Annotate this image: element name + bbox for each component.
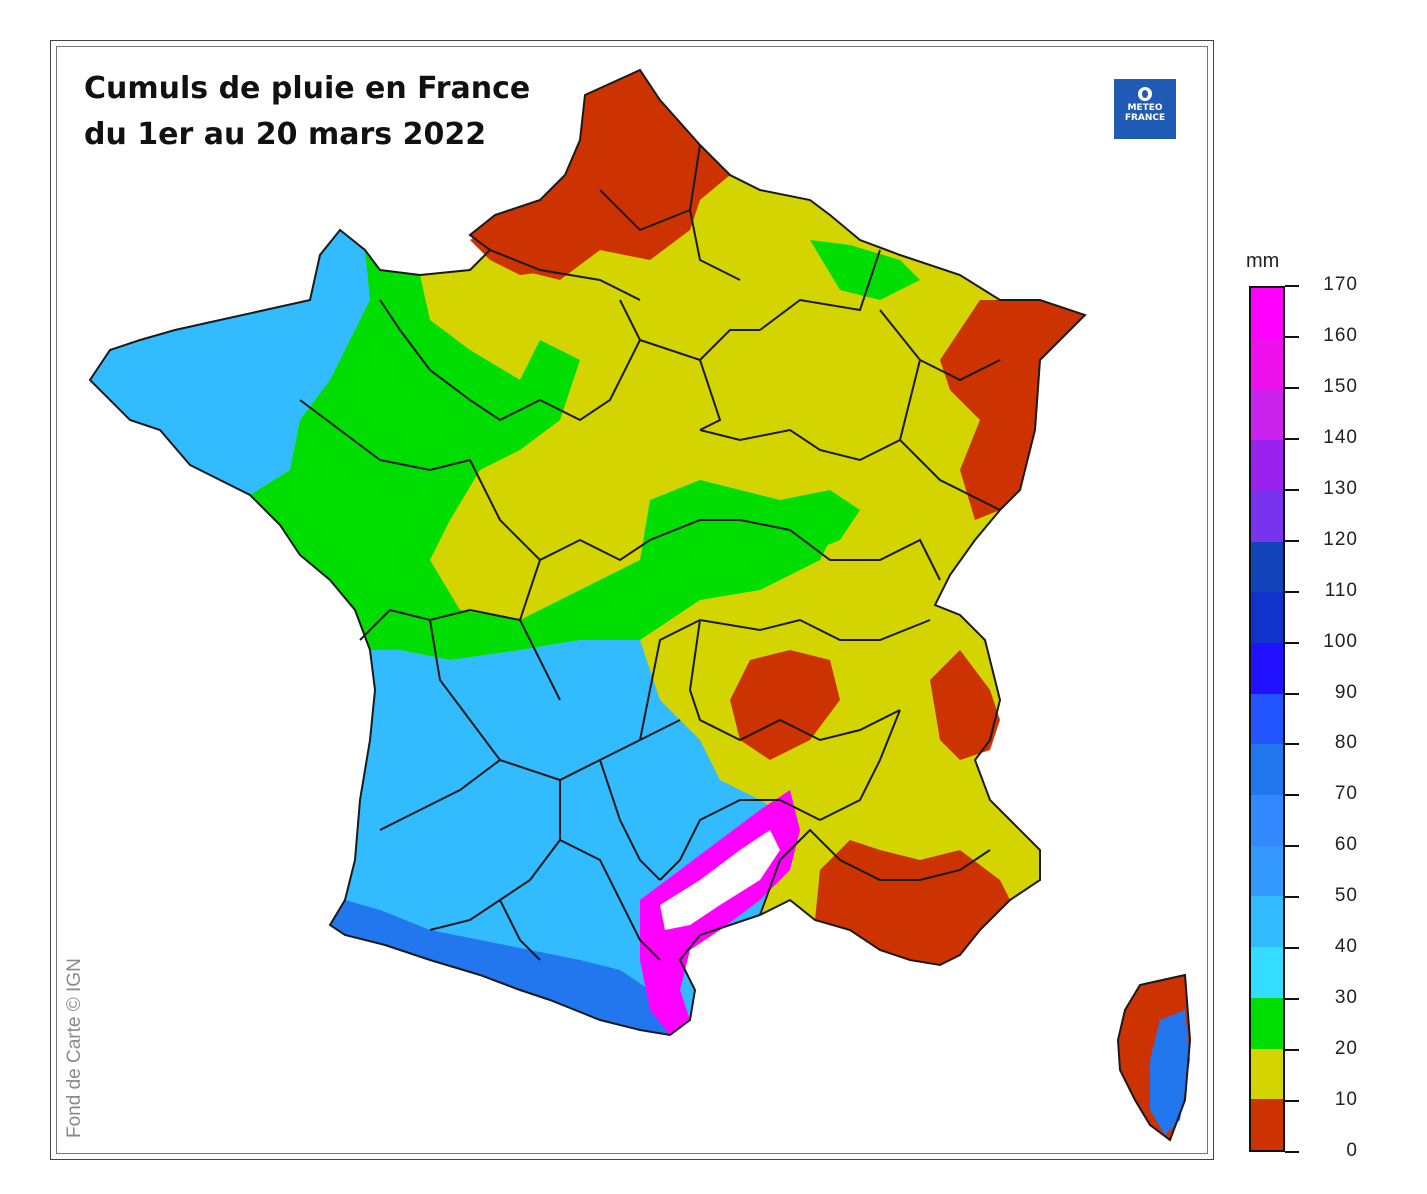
legend-band	[1251, 288, 1283, 339]
legend-band	[1251, 997, 1283, 1049]
map-title-line2: du 1er au 20 mars 2022	[84, 117, 487, 152]
rainfall-zone-alsace	[940, 300, 1085, 520]
legend-band	[1251, 795, 1283, 846]
legend-tick-label: 80	[1334, 732, 1358, 754]
legend-unit: mm	[1246, 250, 1280, 272]
legend-tick	[1285, 1151, 1299, 1153]
rainfall-regions	[90, 70, 1190, 1140]
legend-tick	[1285, 998, 1299, 1001]
color-legend: mm 0 10 20 30 40 50 60 70 80 90 100 110 120 130 140 150…	[1240, 250, 1400, 1161]
rainfall-zone-rhone	[730, 650, 840, 760]
legend-band	[1251, 1048, 1283, 1100]
legend-tick-label: 60	[1334, 834, 1358, 856]
meteo-france-logo: METEO FRANCE	[1114, 79, 1176, 139]
rainfall-zone-lorraine-green	[810, 240, 920, 300]
rainfall-zone-bretagne-west	[90, 230, 370, 495]
logo-text-line2: FRANCE	[1124, 113, 1166, 123]
legend-tick-label: 170	[1323, 274, 1358, 295]
legend-band	[1251, 490, 1283, 542]
legend-tick-label: 10	[1334, 1089, 1358, 1111]
legend-band	[1251, 947, 1283, 998]
legend-tick-label: 20	[1334, 1038, 1358, 1060]
rainfall-zone-corse-east	[1150, 1010, 1190, 1135]
map-title: Cumuls de pluie en France du 1er au 20 m…	[84, 66, 530, 158]
legend-band	[1251, 896, 1283, 948]
map-credit: Fond de Carte © IGN	[64, 958, 85, 1138]
legend-tick	[1285, 488, 1299, 491]
legend-band	[1251, 541, 1283, 593]
legend-tick-label: 110	[1324, 579, 1358, 601]
legend-tick	[1285, 1100, 1299, 1103]
legend-tick	[1285, 437, 1299, 440]
legend-band	[1251, 592, 1283, 643]
legend-tick-label: 50	[1334, 885, 1358, 907]
legend-band	[1251, 1099, 1283, 1150]
legend-tick-label: 30	[1334, 987, 1358, 1009]
legend-tick	[1285, 794, 1299, 797]
legend-tick	[1285, 947, 1299, 950]
legend-band	[1251, 338, 1283, 390]
legend-tick-label: 40	[1334, 936, 1358, 958]
legend-tick	[1285, 285, 1299, 287]
legend-tick-label: 90	[1334, 681, 1358, 703]
rainfall-zone-normandie-east	[470, 200, 590, 275]
legend-band	[1251, 389, 1283, 441]
legend-tick-label: 0	[1346, 1140, 1358, 1161]
legend-color-bar	[1249, 286, 1285, 1152]
map-title-line1: Cumuls de pluie en France	[84, 71, 531, 106]
legend-band	[1251, 642, 1283, 694]
legend-tick	[1285, 335, 1299, 338]
department-borders	[88, 68, 1192, 1142]
legend-tick	[1285, 692, 1299, 695]
logo-icon	[1138, 87, 1152, 101]
legend-band	[1251, 693, 1283, 745]
legend-tick	[1285, 590, 1299, 593]
legend-tick	[1285, 386, 1299, 389]
legend-tick	[1285, 896, 1299, 899]
rainfall-zone-centre-green	[680, 480, 860, 580]
map-frame	[50, 40, 1214, 1160]
legend-tick	[1285, 539, 1299, 542]
rainfall-zone-west-green	[250, 250, 840, 660]
legend-tick-label: 140	[1323, 426, 1358, 448]
legend-band	[1251, 744, 1283, 796]
rainfall-zone-alpes	[930, 650, 1000, 760]
legend-tick	[1285, 641, 1299, 644]
legend-tick-label: 100	[1323, 630, 1358, 652]
legend-tick-label: 150	[1323, 375, 1358, 397]
legend-band	[1251, 440, 1283, 491]
legend-tick-label: 70	[1334, 783, 1358, 805]
legend-tick	[1285, 1049, 1299, 1052]
legend-tick	[1285, 743, 1299, 746]
rainfall-zone-pyrenees	[330, 900, 670, 1035]
legend-band	[1251, 845, 1283, 897]
legend-tick	[1285, 845, 1299, 848]
legend-tick-label: 130	[1323, 477, 1358, 499]
legend-tick-label: 120	[1323, 528, 1358, 550]
legend-tick-label: 160	[1323, 324, 1358, 346]
logo-text-line1: METEO	[1127, 103, 1163, 113]
rainfall-zone-herault-core	[660, 830, 780, 930]
